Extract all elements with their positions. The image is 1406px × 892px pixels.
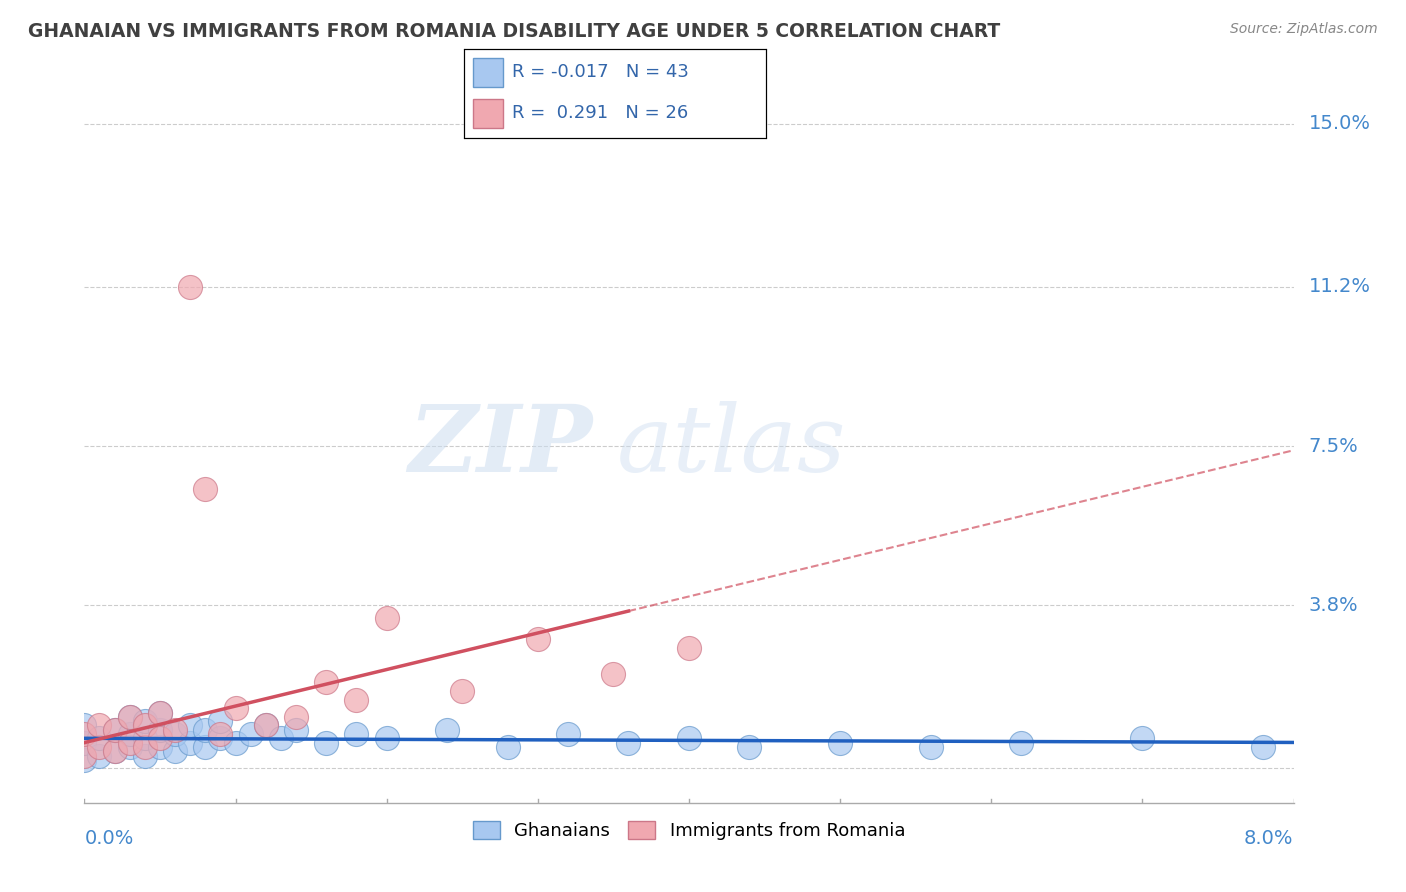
Point (134, 714, 156, 728)
Point (830, 736, 852, 750)
Point (149, 731, 172, 746)
Point (1011, 736, 1033, 750)
Point (194, 739, 217, 754)
Point (165, 727, 187, 741)
Text: GHANAIAN VS IMMIGRANTS FROM ROMANIA DISABILITY AGE UNDER 5 CORRELATION CHART: GHANAIAN VS IMMIGRANTS FROM ROMANIA DISA… (28, 22, 1001, 41)
Point (134, 748, 156, 763)
Point (285, 723, 308, 737)
Point (451, 684, 474, 698)
Point (920, 739, 942, 754)
Point (73, 736, 96, 750)
Point (225, 701, 247, 715)
Point (375, 611, 398, 625)
Point (315, 736, 337, 750)
Point (617, 736, 640, 750)
Point (225, 736, 247, 750)
Point (1253, 739, 1275, 754)
Point (165, 723, 187, 737)
Point (73, 718, 96, 732)
Point (194, 723, 217, 737)
Point (149, 739, 172, 754)
Point (239, 727, 262, 741)
Point (118, 727, 141, 741)
Point (254, 718, 277, 732)
Text: 15.0%: 15.0% (1309, 114, 1371, 133)
Point (89, 739, 111, 754)
Point (73, 753, 96, 767)
Point (557, 727, 579, 741)
Text: ZIP: ZIP (408, 401, 592, 491)
Point (678, 641, 700, 656)
Point (104, 744, 127, 758)
FancyBboxPatch shape (472, 99, 503, 128)
Point (134, 731, 156, 746)
Point (179, 718, 201, 732)
Point (89, 718, 111, 732)
Text: 0.0%: 0.0% (84, 829, 134, 847)
Point (209, 731, 232, 746)
Point (678, 731, 700, 746)
Text: Source: ZipAtlas.com: Source: ZipAtlas.com (1230, 22, 1378, 37)
Text: R =  0.291   N = 26: R = 0.291 N = 26 (512, 104, 689, 122)
Point (134, 739, 156, 754)
Point (134, 718, 156, 732)
Point (104, 723, 127, 737)
Point (1132, 731, 1154, 746)
Text: atlas: atlas (616, 401, 846, 491)
Text: 8.0%: 8.0% (1244, 829, 1294, 847)
Point (104, 744, 127, 758)
Point (165, 744, 187, 758)
Point (436, 723, 458, 737)
Point (73, 727, 96, 741)
Point (179, 736, 201, 750)
Point (254, 718, 277, 732)
Point (602, 666, 624, 681)
Point (209, 727, 232, 741)
FancyBboxPatch shape (472, 58, 503, 87)
Point (89, 731, 111, 746)
Point (149, 723, 172, 737)
Point (496, 739, 519, 754)
Point (194, 482, 217, 496)
Legend: Ghanaians, Immigrants from Romania: Ghanaians, Immigrants from Romania (465, 814, 912, 847)
Text: 7.5%: 7.5% (1309, 436, 1358, 456)
Point (285, 710, 308, 724)
Point (118, 739, 141, 754)
Point (104, 723, 127, 737)
Point (315, 675, 337, 690)
Point (118, 710, 141, 724)
Point (89, 748, 111, 763)
Point (149, 706, 172, 720)
Text: 11.2%: 11.2% (1309, 277, 1371, 296)
Point (527, 632, 550, 647)
Point (209, 714, 232, 728)
Point (375, 731, 398, 746)
Point (118, 736, 141, 750)
Text: R = -0.017   N = 43: R = -0.017 N = 43 (512, 63, 689, 81)
Point (346, 727, 368, 741)
Point (73, 748, 96, 763)
Point (738, 739, 761, 754)
Point (149, 706, 172, 720)
Point (270, 731, 292, 746)
Point (346, 692, 368, 706)
Point (118, 710, 141, 724)
Text: 3.8%: 3.8% (1309, 596, 1358, 615)
Point (179, 280, 201, 294)
